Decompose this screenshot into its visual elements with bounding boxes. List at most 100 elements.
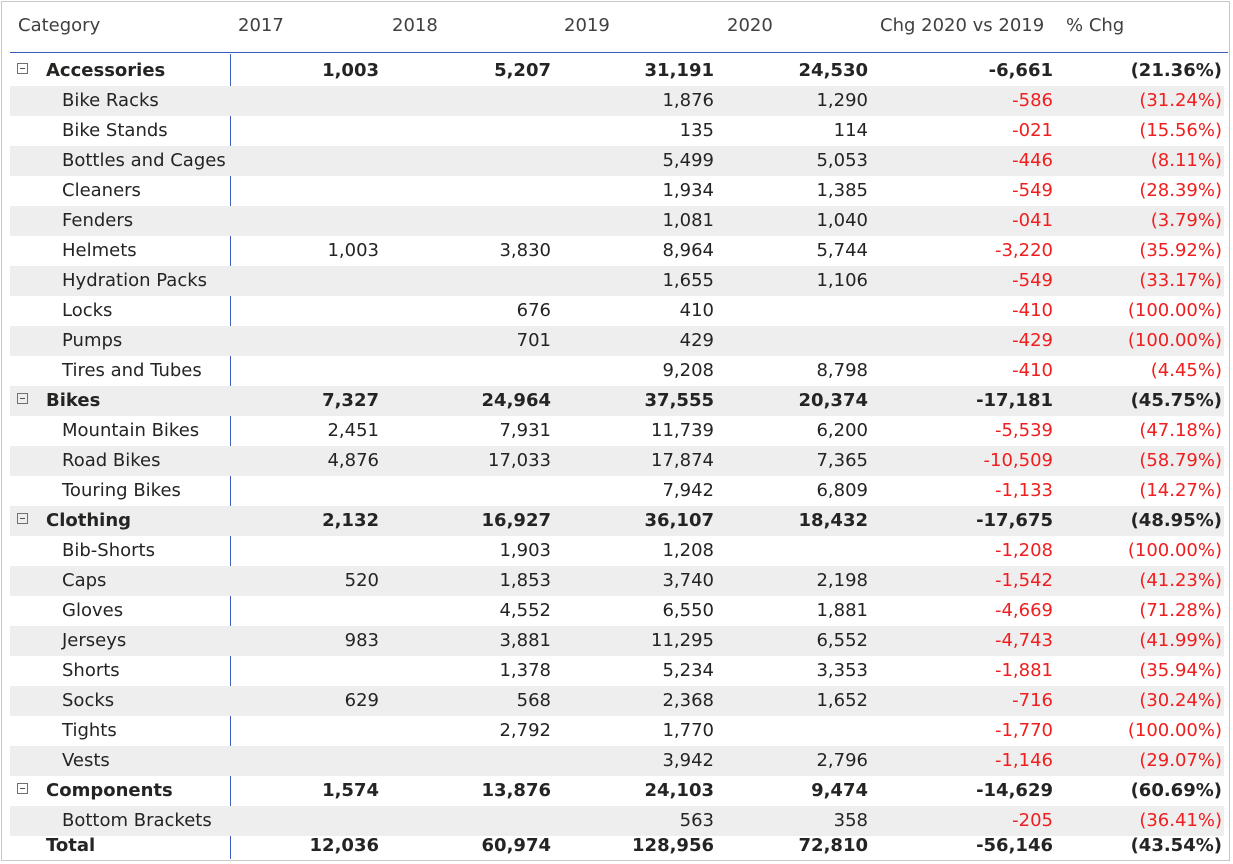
- group-row[interactable]: Clothing 2,132 16,927 36,107 18,432 -17,675 (4…: [10, 506, 1224, 536]
- row-label: Tires and Tubes: [62, 360, 202, 381]
- group-row[interactable]: Components 1,574 13,876 24,103 9,474 -14,629 (…: [10, 776, 1224, 806]
- value-2020: 2,198: [816, 570, 868, 591]
- value-chg: -17,181: [976, 390, 1053, 411]
- collapse-minus-icon[interactable]: [17, 513, 28, 524]
- table-row[interactable]: Helmets 1,003 3,830 8,964 5,744 -3,220 (35.92%…: [10, 236, 1224, 266]
- value-chg: -410: [1012, 360, 1053, 381]
- table-row[interactable]: Cleaners 1,934 1,385 -549 (28.39%): [10, 176, 1224, 206]
- header-pct-chg[interactable]: % Chg: [1066, 15, 1125, 36]
- group-label: Bikes: [46, 390, 101, 411]
- group-row[interactable]: Bikes 7,327 24,964 37,555 20,374 -17,181 (45.7…: [10, 386, 1224, 416]
- table-row[interactable]: Bike Racks 1,876 1,290 -586 (31.24%): [10, 86, 1224, 116]
- row-label: Bike Stands: [62, 120, 168, 141]
- table-row[interactable]: Bottles and Cages 5,499 5,053 -446 (8.11%): [10, 146, 1224, 176]
- value-chg: -549: [1012, 270, 1053, 291]
- value-pct-chg: (4.45%): [1150, 360, 1222, 381]
- value-chg: -1,208: [994, 540, 1053, 561]
- table-row[interactable]: Shorts 1,378 5,234 3,353 -1,881 (35.94%): [10, 656, 1224, 686]
- value-chg: -410: [1012, 300, 1053, 321]
- row-label: Bib-Shorts: [62, 540, 155, 561]
- value-chg: -716: [1012, 690, 1053, 711]
- value-chg: -429: [1012, 330, 1053, 351]
- row-label: Fenders: [62, 210, 134, 231]
- value-2018: 1,853: [499, 570, 551, 591]
- table-row[interactable]: Pumps 701 429 -429 (100.00%): [10, 326, 1224, 356]
- table-row[interactable]: Road Bikes 4,876 17,033 17,874 7,365 -10,509 (…: [10, 446, 1224, 476]
- table-row[interactable]: Locks 676 410 -410 (100.00%): [10, 296, 1224, 326]
- collapse-minus-icon[interactable]: [17, 393, 28, 404]
- table-row[interactable]: Bib-Shorts 1,903 1,208 -1,208 (100.00%): [10, 536, 1224, 566]
- table-row[interactable]: Tights 2,792 1,770 -1,770 (100.00%): [10, 716, 1224, 746]
- table-row[interactable]: Tires and Tubes 9,208 8,798 -410 (4.45%): [10, 356, 1224, 386]
- value-2017: 983: [344, 630, 379, 651]
- table-row[interactable]: Hydration Packs 1,655 1,106 -549 (33.17%): [10, 266, 1224, 296]
- table-row[interactable]: Socks 629 568 2,368 1,652 -716 (30.24%): [10, 686, 1224, 716]
- header-chg[interactable]: Chg 2020 vs 2019: [880, 15, 1045, 36]
- header-category[interactable]: Category: [18, 15, 101, 36]
- table-row[interactable]: Gloves 4,552 6,550 1,881 -4,669 (71.28%): [10, 596, 1224, 626]
- value-2019: 1,081: [662, 210, 714, 231]
- value-pct-chg: (47.18%): [1139, 420, 1222, 441]
- row-label: Touring Bikes: [62, 480, 181, 501]
- value-2020: 1,290: [816, 90, 868, 111]
- row-label: Bike Racks: [62, 90, 159, 111]
- table-row[interactable]: Caps 520 1,853 3,740 2,198 -1,542 (41.23%): [10, 566, 1224, 596]
- table-row[interactable]: Jerseys 983 3,881 11,295 6,552 -4,743 (41.99%): [10, 626, 1224, 656]
- value-pct-chg: (31.24%): [1139, 90, 1222, 111]
- collapse-minus-icon[interactable]: [17, 783, 28, 794]
- value-2017: 7,327: [322, 390, 379, 411]
- value-2017: 2,451: [327, 420, 379, 441]
- row-label: Shorts: [62, 660, 120, 681]
- value-2017: 1,574: [322, 780, 379, 801]
- row-label: Locks: [62, 300, 113, 321]
- value-2020: 6,200: [816, 420, 868, 441]
- total-pct: (43.54%): [1130, 835, 1222, 856]
- header-2019[interactable]: 2019: [564, 15, 610, 36]
- value-chg: -5,539: [994, 420, 1053, 441]
- total-chg: -56,146: [976, 835, 1053, 856]
- value-pct-chg: (14.27%): [1139, 480, 1222, 501]
- value-pct-chg: (100.00%): [1127, 540, 1222, 561]
- value-pct-chg: (45.75%): [1130, 390, 1222, 411]
- value-2018: 4,552: [499, 600, 551, 621]
- value-2018: 3,830: [499, 240, 551, 261]
- table-row[interactable]: Bottom Brackets 563 358 -205 (36.41%): [10, 806, 1224, 836]
- table-row[interactable]: Mountain Bikes 2,451 7,931 11,739 6,200 -5,53…: [10, 416, 1224, 446]
- table-row[interactable]: Vests 3,942 2,796 -1,146 (29.07%): [10, 746, 1224, 776]
- matrix-body: Accessories 1,003 5,207 31,191 24,530 -6,661 (…: [10, 56, 1224, 836]
- value-2018: 16,927: [481, 510, 551, 531]
- value-2018: 1,378: [499, 660, 551, 681]
- value-pct-chg: (33.17%): [1139, 270, 1222, 291]
- value-2019: 8,964: [662, 240, 714, 261]
- value-2019: 7,942: [662, 480, 714, 501]
- value-pct-chg: (100.00%): [1127, 330, 1222, 351]
- value-2018: 17,033: [488, 450, 551, 471]
- value-2020: 6,809: [816, 480, 868, 501]
- column-header-row: Category 2017 2018 2019 2020 Chg 2020 vs…: [10, 2, 1228, 53]
- value-2017: 520: [344, 570, 379, 591]
- header-2017[interactable]: 2017: [238, 15, 284, 36]
- row-label: Pumps: [62, 330, 123, 351]
- table-row[interactable]: Touring Bikes 7,942 6,809 -1,133 (14.27%): [10, 476, 1224, 506]
- value-2017: 2,132: [322, 510, 379, 531]
- collapse-minus-icon[interactable]: [17, 63, 28, 74]
- value-pct-chg: (21.36%): [1130, 60, 1222, 81]
- value-chg: -446: [1012, 150, 1053, 171]
- value-chg: -6,661: [988, 60, 1053, 81]
- total-2018: 60,974: [481, 835, 551, 856]
- value-pct-chg: (28.39%): [1139, 180, 1222, 201]
- value-2019: 31,191: [644, 60, 714, 81]
- header-2020[interactable]: 2020: [727, 15, 773, 36]
- value-chg: -1,133: [994, 480, 1053, 501]
- value-chg: -021: [1012, 120, 1053, 141]
- row-label: Tights: [62, 720, 117, 741]
- value-pct-chg: (41.23%): [1139, 570, 1222, 591]
- table-row[interactable]: Bike Stands 135 114 -021 (15.56%): [10, 116, 1224, 146]
- row-label: Road Bikes: [62, 450, 161, 471]
- group-label: Components: [46, 780, 173, 801]
- value-2019: 1,876: [662, 90, 714, 111]
- group-row[interactable]: Accessories 1,003 5,207 31,191 24,530 -6,661 (…: [10, 56, 1224, 86]
- table-row[interactable]: Fenders 1,081 1,040 -041 (3.79%): [10, 206, 1224, 236]
- header-2018[interactable]: 2018: [392, 15, 438, 36]
- row-label: Gloves: [62, 600, 124, 621]
